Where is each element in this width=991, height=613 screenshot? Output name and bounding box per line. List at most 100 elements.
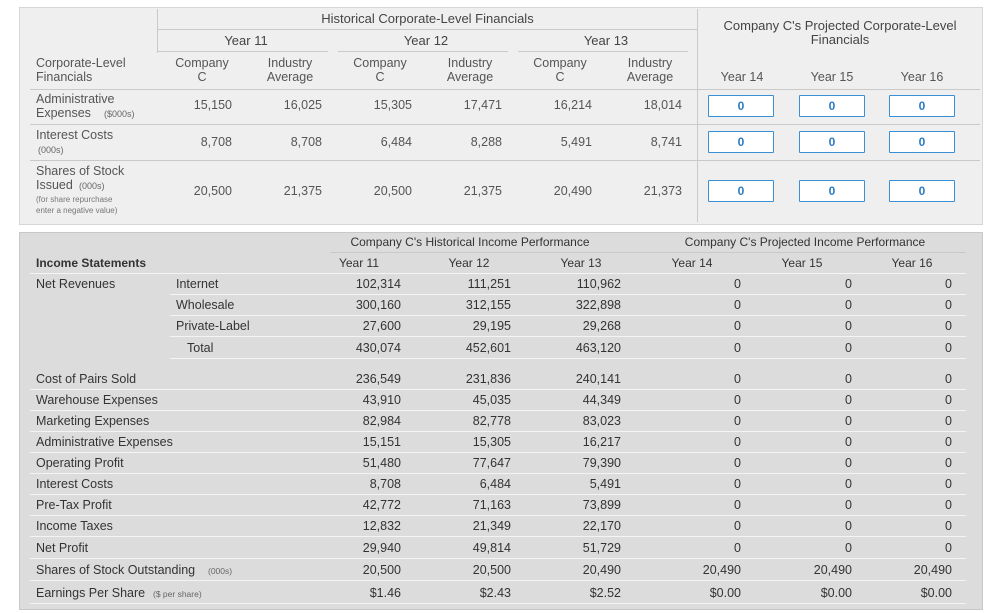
income-value: 0	[945, 477, 952, 491]
income-value: 0	[945, 498, 952, 512]
projected-year-header: Year 16	[900, 70, 944, 84]
row-note: (for share repurchase	[36, 195, 113, 204]
revenue-value: 322,898	[575, 298, 621, 312]
row-separator	[30, 473, 966, 474]
income-value: 5,491	[589, 477, 621, 491]
income-value: 0	[734, 435, 741, 449]
income-value: 0	[845, 435, 852, 449]
income-value: 20,490	[813, 563, 852, 577]
revenue-value: 0	[845, 319, 852, 333]
income-row-label: Net Profit	[36, 541, 89, 555]
income-value: 0	[734, 477, 741, 491]
value-cell: 8,741	[650, 135, 682, 149]
income-value: 49,814	[472, 541, 511, 555]
revenue-value: 29,195	[472, 319, 511, 333]
industry-average-header: Average	[446, 70, 494, 84]
row-header: Financials	[36, 70, 93, 84]
value-cell: 18,014	[643, 98, 682, 112]
year-header: Year 13	[583, 33, 629, 48]
historical-financials-title: Historical Corporate-Level Financials	[321, 11, 534, 26]
projection-input[interactable]: 0	[889, 180, 955, 202]
revenue-value: 452,601	[465, 341, 511, 355]
row-separator	[30, 536, 966, 537]
projection-input[interactable]: 0	[708, 95, 774, 117]
section-label: Income Statements	[36, 256, 147, 270]
income-value: 0	[945, 541, 952, 555]
income-value: 79,390	[582, 456, 621, 470]
industry-average-header: Average	[266, 70, 314, 84]
income-year-header: Year 11	[338, 256, 380, 270]
company-c-header: C	[555, 70, 565, 84]
income-year-header: Year 16	[891, 256, 933, 270]
value-cell: 21,375	[463, 184, 502, 198]
divider	[30, 124, 980, 125]
projection-input[interactable]: 0	[889, 131, 955, 153]
value-cell: 20,500	[193, 184, 232, 198]
income-value: 0	[945, 372, 952, 386]
income-value: 0	[845, 414, 852, 428]
revenue-value: 111,251	[467, 277, 511, 291]
divider	[30, 89, 980, 90]
income-value: 20,490	[913, 563, 952, 577]
income-value: 0	[945, 435, 952, 449]
row-unit: (000s)	[38, 145, 64, 155]
projected-income-title: Company C's Projected Income Performance	[684, 235, 926, 249]
net-revenues-label: Net Revenues	[36, 277, 116, 291]
value-cell: 16,214	[553, 98, 592, 112]
row-unit: ($000s)	[104, 109, 135, 119]
income-value: 73,899	[582, 498, 621, 512]
divider	[330, 252, 966, 253]
income-row-label: Marketing Expenses	[36, 414, 150, 428]
company-c-header: C	[375, 70, 385, 84]
projection-input[interactable]: 0	[799, 180, 865, 202]
income-value: 0	[845, 456, 852, 470]
industry-average-header: Industry	[447, 56, 493, 70]
income-row-label: Income Taxes	[36, 519, 113, 533]
revenue-value: 0	[945, 277, 952, 291]
income-value: 22,170	[582, 519, 621, 533]
revenue-value: 0	[845, 341, 852, 355]
projection-input[interactable]: 0	[708, 131, 774, 153]
row-label: Administrative	[36, 92, 115, 106]
income-value: 51,480	[362, 456, 401, 470]
income-value: 43,910	[362, 393, 401, 407]
revenue-row-label: Internet	[176, 277, 219, 291]
value-cell: 8,708	[290, 135, 322, 149]
income-year-header: Year 13	[560, 256, 602, 270]
income-row-label: Shares of Stock Outstanding	[36, 563, 196, 577]
row-separator	[30, 431, 966, 432]
industry-average-header: Industry	[627, 56, 673, 70]
row-separator	[30, 410, 966, 411]
row-separator	[30, 580, 966, 581]
income-value: $0.00	[820, 586, 852, 600]
income-value: 0	[734, 372, 741, 386]
projected-financials-title-line2: Financials	[810, 32, 870, 47]
projection-input[interactable]: 0	[708, 180, 774, 202]
historical-income-title: Company C's Historical Income Performanc…	[350, 235, 590, 249]
income-value: 20,500	[362, 563, 401, 577]
income-value: 15,305	[472, 435, 511, 449]
income-value: $2.52	[589, 586, 621, 600]
income-row-label: Warehouse Expenses	[36, 393, 158, 407]
projection-input[interactable]: 0	[799, 95, 865, 117]
income-value: 20,490	[582, 563, 621, 577]
income-row-label: Operating Profit	[36, 456, 124, 470]
income-value: 29,940	[362, 541, 401, 555]
income-value: 236,549	[355, 372, 401, 386]
income-value: 12,832	[362, 519, 401, 533]
income-row-label: Earnings Per Share	[36, 586, 146, 600]
row-separator	[30, 273, 966, 274]
projection-input[interactable]: 0	[799, 131, 865, 153]
revenue-value: 0	[734, 319, 741, 333]
value-cell: 5,491	[560, 135, 592, 149]
revenue-row-label: Total	[187, 341, 214, 355]
income-row-label: Pre-Tax Profit	[36, 498, 112, 512]
income-value: 0	[734, 541, 741, 555]
divider	[518, 51, 688, 52]
row-separator	[30, 558, 966, 559]
projection-input[interactable]: 0	[889, 95, 955, 117]
income-value: 0	[945, 393, 952, 407]
income-value: 0	[945, 519, 952, 533]
income-value: 0	[734, 456, 741, 470]
income-value: 0	[845, 372, 852, 386]
